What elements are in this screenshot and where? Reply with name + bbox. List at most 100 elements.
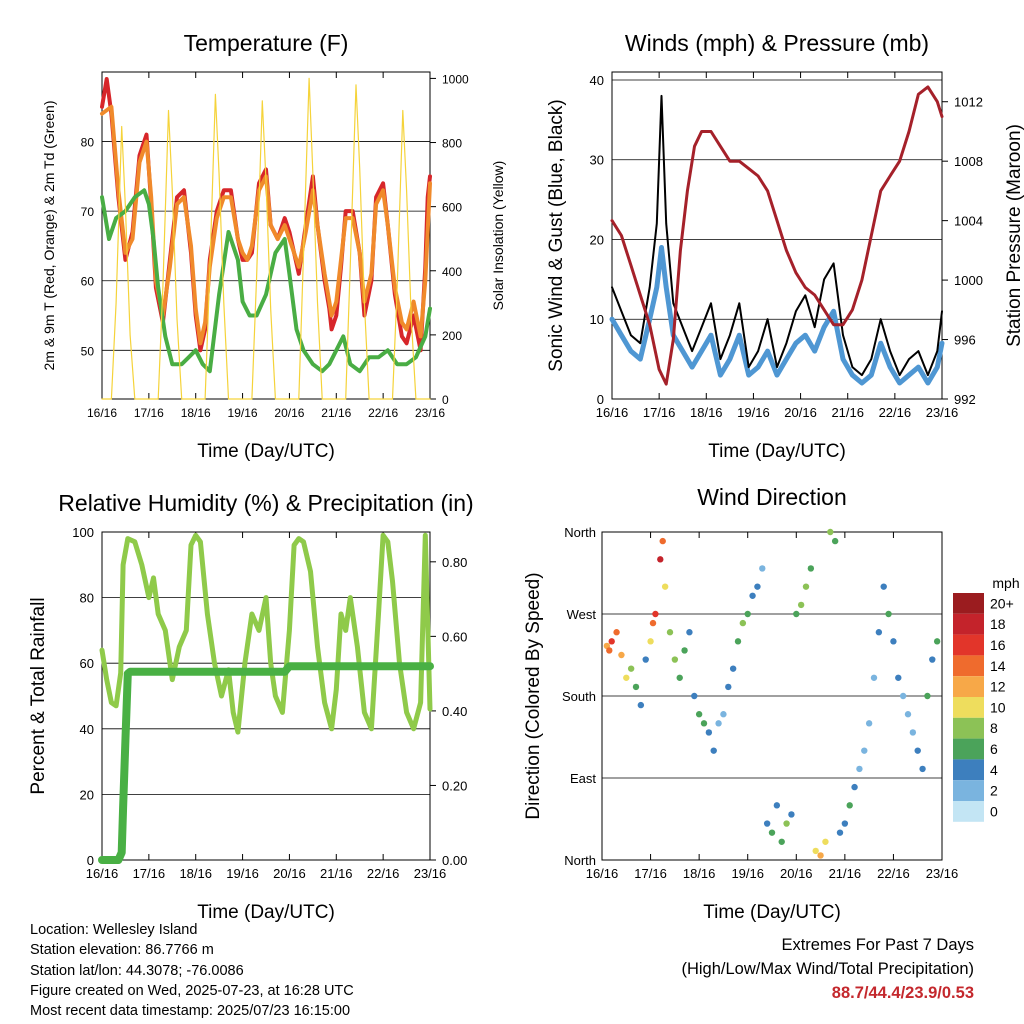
scatter-point bbox=[720, 711, 727, 718]
scatter-point bbox=[681, 647, 688, 654]
scatter-point bbox=[856, 765, 863, 773]
x-tick-label: 19/16 bbox=[731, 866, 764, 881]
scatter-point bbox=[827, 528, 834, 536]
legend-label: 12 bbox=[990, 679, 1006, 695]
chart-panel-1: Temperature (F) Time (Day/UTC) 2m & 9m T (… bbox=[41, 30, 506, 462]
series-9m-t bbox=[100, 104, 432, 346]
y-tick-label-left: 60 bbox=[80, 656, 94, 671]
scatter-point bbox=[739, 619, 747, 627]
y-tick-label-left: 0 bbox=[597, 392, 604, 407]
legend-label: 8 bbox=[990, 720, 998, 736]
scatter-point bbox=[924, 692, 931, 700]
scatter-point bbox=[899, 692, 907, 700]
extremes-title: Extremes For Past 7 Days bbox=[781, 936, 974, 954]
scatter-point bbox=[637, 701, 645, 709]
legend-label: 10 bbox=[990, 699, 1006, 715]
scatter-point bbox=[749, 592, 756, 599]
scatter-point bbox=[914, 747, 921, 754]
scatter-point bbox=[725, 683, 732, 691]
x-tick-label: 20/16 bbox=[274, 406, 304, 420]
x-tick-label: 16/16 bbox=[87, 406, 117, 420]
scatter-point bbox=[831, 537, 839, 545]
y-tick-label-left: 70 bbox=[81, 205, 95, 219]
scatter-point bbox=[700, 720, 708, 727]
scatter-point bbox=[807, 565, 815, 572]
scatter-point bbox=[715, 720, 722, 727]
x-axis-label: Time (Day/UTC) bbox=[708, 441, 846, 462]
y-axis-label-left: 2m & 9m T (Red, Orange) & 2m Td (Green) bbox=[41, 101, 57, 371]
created-text: Figure created on Wed, 2025-07-23, at 16… bbox=[30, 982, 354, 999]
x-tick-label: 19/16 bbox=[228, 406, 258, 420]
scatter-point bbox=[763, 820, 771, 827]
chart-title: Relative Humidity (%) & Precipitation (i… bbox=[58, 490, 473, 516]
y-tick-label-left: South bbox=[562, 689, 596, 704]
scatter-point bbox=[695, 711, 703, 718]
y-tick-label-right: 992 bbox=[954, 392, 976, 407]
scatter-point bbox=[793, 610, 800, 618]
scatter-point bbox=[880, 583, 887, 590]
scatter-point bbox=[618, 651, 625, 659]
x-axis-label: Time (Day/UTC) bbox=[703, 902, 841, 923]
y-tick-label-left: 100 bbox=[72, 525, 94, 540]
x-tick-label: 22/16 bbox=[879, 405, 912, 420]
scatter-point bbox=[875, 629, 883, 636]
legend-label: 2 bbox=[990, 783, 998, 799]
series-total-rainfall bbox=[98, 662, 434, 864]
scatter-point bbox=[890, 638, 897, 645]
scatter-point bbox=[659, 537, 666, 545]
legend-swatch bbox=[953, 780, 984, 801]
y-axis-label-left: Sonic Wind & Gust (Blue, Black) bbox=[546, 99, 567, 371]
x-tick-label: 20/16 bbox=[784, 405, 817, 420]
y-tick-label-left: 40 bbox=[590, 73, 604, 88]
scatter-point bbox=[642, 656, 649, 663]
y-tick-label-right: 0.40 bbox=[442, 704, 467, 719]
extremes-box: Extremes For Past 7 Days (High/Low/Max W… bbox=[681, 933, 974, 1005]
chart-title: Temperature (F) bbox=[184, 30, 349, 56]
elevation-text: Station elevation: 86.7766 m bbox=[30, 942, 214, 959]
scatter-point bbox=[666, 629, 674, 636]
x-tick-label: 21/16 bbox=[320, 866, 353, 881]
scatter-point bbox=[710, 747, 717, 754]
y-tick-label-right: 400 bbox=[442, 265, 462, 279]
y-tick-label-left: 20 bbox=[80, 787, 94, 802]
chart-title: Wind Direction bbox=[697, 484, 847, 510]
y-tick-label-right: 1000 bbox=[954, 273, 983, 288]
x-tick-label: 18/16 bbox=[683, 866, 716, 881]
x-tick-label: 17/16 bbox=[634, 866, 667, 881]
scatter-point bbox=[647, 638, 654, 645]
scatter-point bbox=[783, 820, 790, 827]
y-tick-label-left: 60 bbox=[81, 275, 95, 289]
y-tick-label-left: North bbox=[564, 853, 596, 868]
scatter-point bbox=[623, 674, 630, 681]
y-axis-label-left: Percent & Total Rainfall bbox=[28, 597, 49, 794]
legend-swatch bbox=[953, 593, 984, 614]
y-tick-label-right: 0.00 bbox=[442, 853, 467, 868]
scatter-point bbox=[812, 847, 819, 855]
y-tick-label-right: 600 bbox=[442, 201, 462, 215]
y-tick-label-right: 200 bbox=[442, 329, 462, 343]
scatter-point bbox=[797, 601, 805, 609]
extremes-subtitle: (High/Low/Max Wind/Total Precipitation) bbox=[681, 960, 974, 978]
scatter-point bbox=[676, 674, 683, 681]
x-tick-label: 18/16 bbox=[181, 406, 211, 420]
scatter-point bbox=[657, 556, 664, 563]
legend-title: mph bbox=[992, 575, 1019, 591]
x-tick-label: 23/16 bbox=[415, 406, 445, 420]
x-tick-label: 21/16 bbox=[831, 405, 864, 420]
y-axis-label-right: Solar Insolation (Yellow) bbox=[490, 161, 506, 311]
y-tick-label-right: 996 bbox=[954, 333, 976, 348]
legend-swatch bbox=[953, 697, 984, 718]
y-tick-label-left: 0 bbox=[87, 853, 94, 868]
x-tick-label: 20/16 bbox=[273, 866, 306, 881]
x-tick-label: 19/16 bbox=[737, 405, 770, 420]
legend-swatch bbox=[953, 801, 984, 822]
scatter-point bbox=[788, 811, 795, 818]
scatter-point bbox=[846, 802, 853, 809]
scatter-point bbox=[691, 692, 698, 700]
y-tick-label-right: 1008 bbox=[954, 154, 983, 169]
x-tick-label: 22/16 bbox=[367, 866, 400, 881]
y-tick-label-right: 0.20 bbox=[442, 778, 467, 793]
scatter-point bbox=[606, 647, 613, 654]
legend-swatch bbox=[953, 759, 984, 781]
x-axis-label: Time (Day/UTC) bbox=[197, 441, 335, 462]
